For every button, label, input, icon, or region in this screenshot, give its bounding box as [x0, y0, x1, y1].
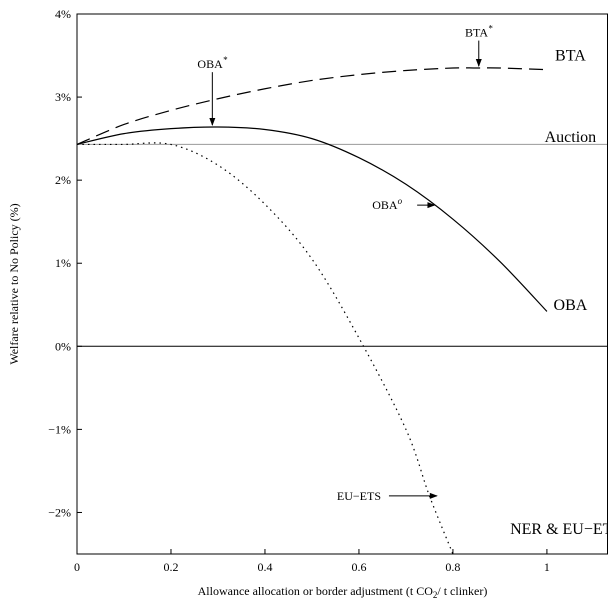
x-tick-label: 0.4	[257, 560, 272, 574]
y-tick-label: −2%	[48, 505, 71, 519]
plot-frame	[76, 13, 608, 555]
annotation-label: OBAo	[372, 196, 402, 212]
series-line-ner-eu-ets	[77, 142, 454, 554]
series-label: NER & EU−ETS	[510, 521, 608, 538]
y-tick-label: 2%	[55, 173, 71, 187]
plot-marks	[77, 67, 608, 554]
y-tick-label: 4%	[55, 7, 71, 21]
x-axis-label: Allowance allocation or border adjustmen…	[198, 584, 488, 600]
annotations: OBA* BTA* OBAo EU−ETS	[197, 24, 493, 503]
y-tick-label: 3%	[55, 90, 71, 104]
series-label: Auction	[545, 129, 597, 146]
series-line-bta	[77, 67, 547, 145]
x-tick-label: 1	[544, 560, 550, 574]
annotation-arrowhead	[427, 202, 436, 209]
x-tick-label: 0.8	[445, 560, 460, 574]
annotation-label: OBA*	[197, 55, 227, 71]
annotation-label: EU−ETS	[337, 489, 381, 503]
annotation-arrowhead	[209, 117, 216, 126]
series-label: OBA	[554, 297, 588, 314]
y-tick-label: 1%	[55, 256, 71, 270]
y-axis-label: Welfare relative to No Policy (%)	[7, 203, 21, 364]
series-labels: BTA Auction OBA NER & EU−ETS	[510, 48, 608, 539]
annotation-arrowhead	[429, 492, 438, 499]
annotation-label: BTA*	[465, 24, 493, 40]
y-tick-label: −1%	[48, 422, 71, 436]
x-tick-label: 0	[74, 560, 80, 574]
axis-ticks: 0 0.2 0.4 0.6 0.8 1 −2% −1% 0% 1% 2% 3% 4%	[48, 7, 550, 574]
x-tick-label: 0.6	[351, 560, 366, 574]
series-line-oba	[77, 126, 548, 312]
annotation-arrowhead	[475, 59, 482, 67]
series-label: BTA	[555, 48, 586, 65]
y-tick-label: 0%	[55, 339, 71, 353]
x-tick-label: 0.2	[163, 560, 178, 574]
